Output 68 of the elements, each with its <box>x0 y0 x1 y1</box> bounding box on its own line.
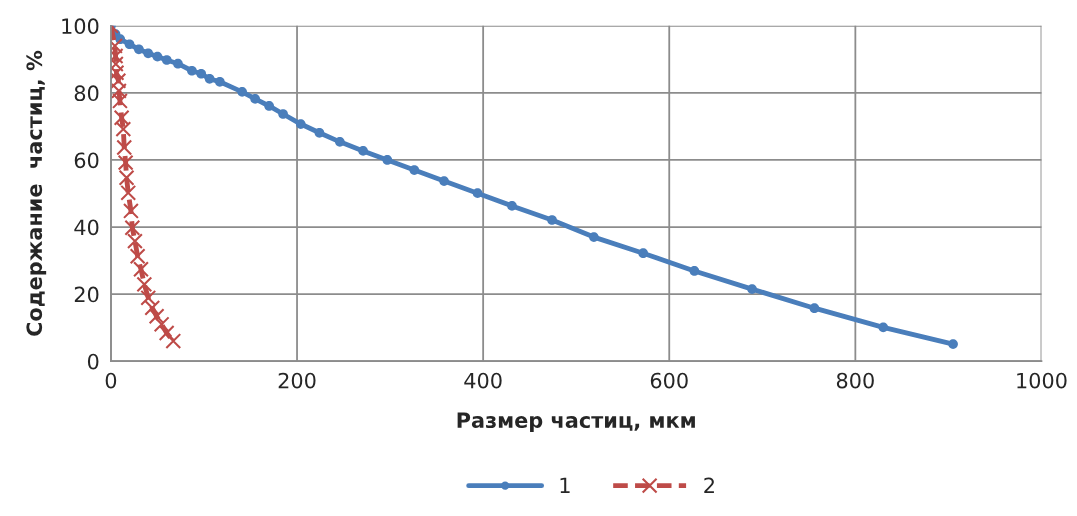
x-tick-label: 800 <box>836 372 874 389</box>
point <box>144 299 161 316</box>
point <box>140 289 157 306</box>
point <box>382 155 393 165</box>
point <box>110 64 125 81</box>
point <box>237 87 247 97</box>
x-tick-label: 0 <box>105 372 117 389</box>
point <box>116 139 133 156</box>
point <box>129 248 146 265</box>
point <box>689 266 700 276</box>
point <box>124 39 135 50</box>
point <box>809 303 820 314</box>
y-tick-label: 80 <box>74 85 99 102</box>
point <box>113 109 130 126</box>
point <box>358 146 368 156</box>
point <box>110 72 127 89</box>
point <box>638 248 649 259</box>
point <box>547 215 557 225</box>
point <box>214 76 225 87</box>
point <box>126 233 143 250</box>
point <box>148 308 165 325</box>
point <box>334 136 345 147</box>
x-axis-title: Размер частиц, мкм <box>457 412 695 433</box>
x-tick-label: 1000 <box>1017 372 1067 389</box>
point <box>295 119 306 129</box>
y-tick-label: 100 <box>62 18 99 35</box>
point <box>111 92 128 109</box>
x-tick-label: 200 <box>278 372 316 389</box>
point <box>110 82 127 99</box>
point <box>133 44 144 55</box>
y-tick-label: 20 <box>74 286 99 303</box>
point <box>173 58 183 69</box>
point <box>152 51 163 62</box>
point <box>507 201 517 211</box>
point <box>250 94 261 104</box>
legend-label: 2 <box>704 477 714 493</box>
point <box>161 55 172 65</box>
point <box>122 202 139 219</box>
point <box>314 127 325 138</box>
point <box>278 109 288 119</box>
point <box>120 184 137 201</box>
y-axis-title: Содержание частиц, % <box>26 50 47 336</box>
point <box>878 322 889 333</box>
point <box>264 101 274 111</box>
legend-label: 1 <box>560 477 570 493</box>
y-tick-label: 40 <box>74 219 99 236</box>
point <box>948 339 958 349</box>
point <box>196 68 207 79</box>
point <box>589 232 599 242</box>
point <box>118 169 135 186</box>
y-tick-label: 60 <box>74 152 99 169</box>
point <box>204 73 215 84</box>
point <box>747 284 757 294</box>
point <box>143 48 154 59</box>
point <box>472 188 483 199</box>
point <box>439 176 449 186</box>
x-tick-label: 600 <box>650 372 688 389</box>
point <box>187 65 197 76</box>
x-tick-label: 400 <box>464 372 502 389</box>
point <box>409 165 420 175</box>
point <box>117 154 134 171</box>
point <box>124 219 141 236</box>
point <box>153 316 170 333</box>
y-tick-label: 0 <box>87 353 99 370</box>
point <box>115 121 132 138</box>
point <box>165 333 182 350</box>
point <box>136 276 153 293</box>
point <box>133 261 149 278</box>
